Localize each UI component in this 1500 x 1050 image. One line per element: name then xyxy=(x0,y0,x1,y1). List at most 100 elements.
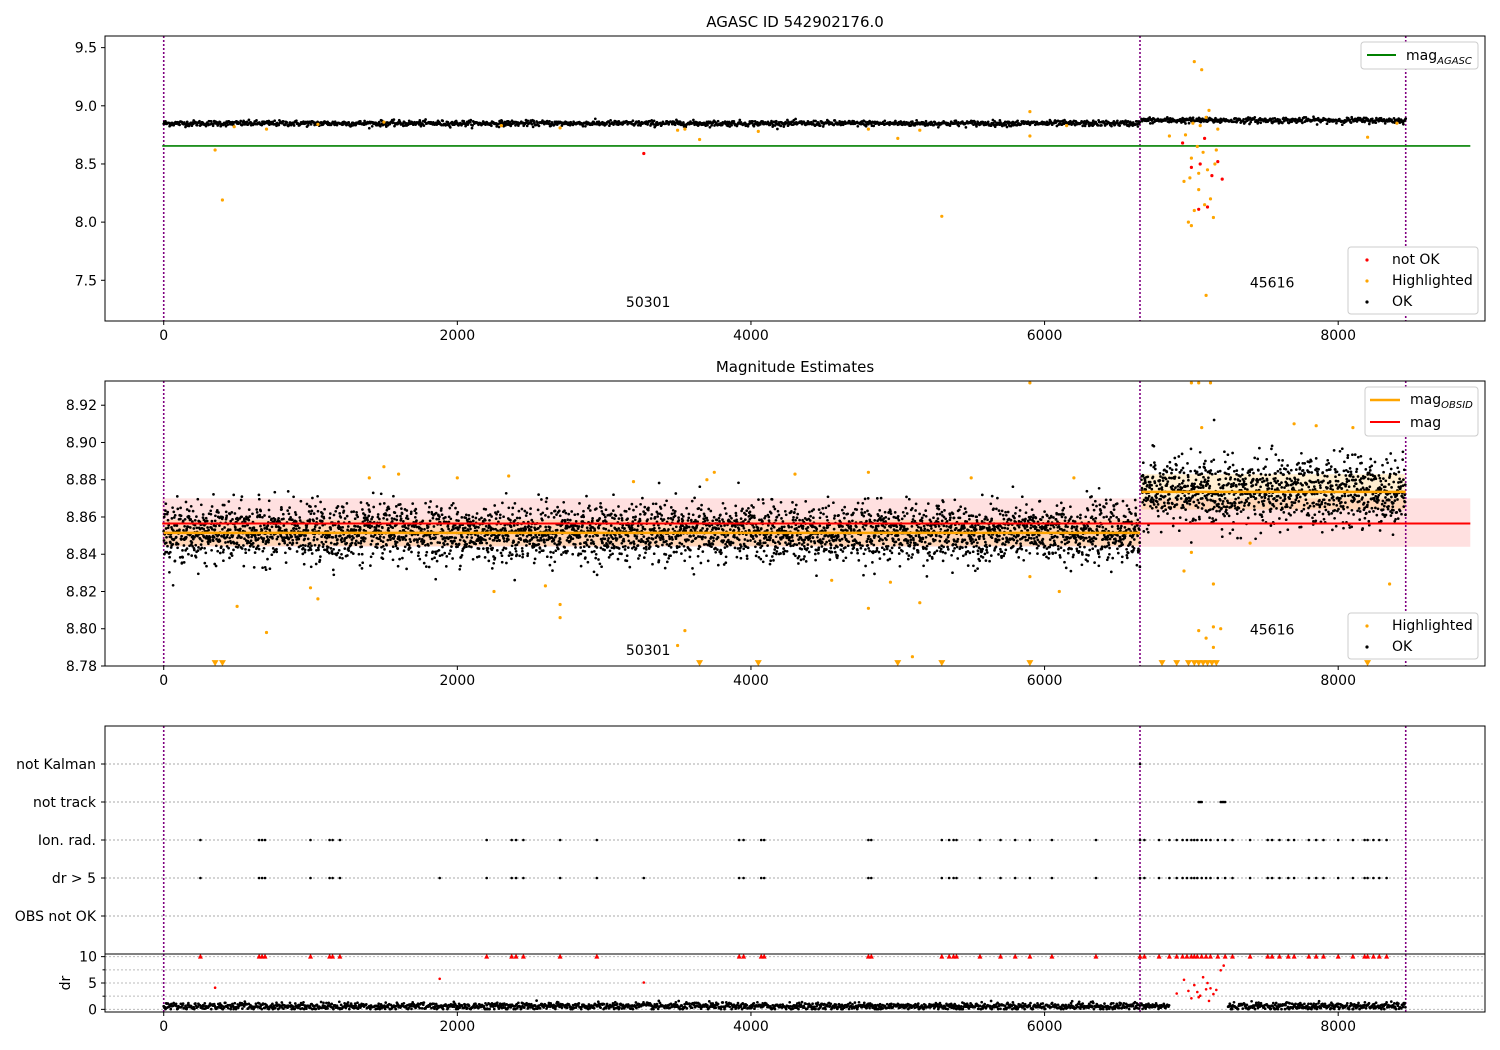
data-point xyxy=(1090,121,1094,125)
data-point xyxy=(555,513,558,516)
data-point xyxy=(531,125,535,129)
data-point xyxy=(424,118,427,121)
data-point xyxy=(230,551,233,555)
data-point xyxy=(345,541,349,545)
data-point xyxy=(381,557,385,561)
data-point xyxy=(523,509,527,513)
data-point xyxy=(483,518,487,522)
data-point xyxy=(520,547,524,550)
data-point xyxy=(170,517,174,520)
data-point xyxy=(370,524,374,528)
data-point xyxy=(369,555,373,559)
data-point xyxy=(577,552,581,556)
data-point xyxy=(413,525,416,529)
data-point xyxy=(449,517,453,521)
data-point xyxy=(521,555,524,559)
data-point xyxy=(706,518,709,522)
data-point xyxy=(1242,117,1245,121)
data-point xyxy=(302,562,306,566)
data-point xyxy=(293,511,297,514)
data-point xyxy=(205,519,209,523)
data-point xyxy=(1191,116,1195,120)
data-point xyxy=(397,535,401,538)
data-point xyxy=(794,518,797,522)
data-point xyxy=(423,527,426,531)
data-point xyxy=(646,518,649,521)
data-point xyxy=(313,525,317,529)
data-point xyxy=(656,533,659,537)
data-point xyxy=(624,510,628,513)
not-ok-point xyxy=(642,151,646,156)
data-point xyxy=(785,549,789,553)
data-point xyxy=(665,560,669,564)
data-point xyxy=(671,527,675,531)
data-point xyxy=(708,524,711,528)
data-point xyxy=(483,534,487,538)
data-point xyxy=(634,505,638,509)
data-point xyxy=(282,524,286,527)
data-point xyxy=(545,507,549,510)
data-point xyxy=(780,517,783,520)
data-point xyxy=(171,506,174,510)
data-point xyxy=(248,526,252,530)
data-point xyxy=(336,551,340,555)
data-point xyxy=(754,554,758,558)
data-point xyxy=(328,533,331,537)
data-point xyxy=(792,516,795,519)
data-point xyxy=(620,541,624,545)
data-point xyxy=(536,508,540,512)
data-point xyxy=(1187,121,1191,125)
data-point xyxy=(331,568,335,572)
data-point xyxy=(378,537,381,541)
data-point xyxy=(612,544,616,548)
data-point xyxy=(731,524,735,527)
data-point xyxy=(354,543,358,547)
data-point xyxy=(510,544,514,548)
data-point xyxy=(770,555,774,558)
data-point xyxy=(180,561,184,565)
data-point xyxy=(271,547,275,550)
data-point xyxy=(686,519,690,522)
data-point xyxy=(443,543,446,547)
data-point xyxy=(541,511,545,515)
data-point xyxy=(532,545,536,549)
data-point xyxy=(351,552,355,555)
data-point xyxy=(484,538,487,542)
data-point xyxy=(471,124,474,127)
data-point xyxy=(294,513,298,516)
data-point xyxy=(808,519,812,522)
data-point xyxy=(526,119,530,123)
data-point xyxy=(495,549,499,552)
data-point xyxy=(751,534,755,538)
data-point xyxy=(275,537,279,541)
data-point xyxy=(469,118,473,122)
data-point xyxy=(336,538,339,541)
data-point xyxy=(184,500,188,504)
data-point xyxy=(716,548,719,551)
data-point xyxy=(457,542,461,546)
data-point xyxy=(295,550,299,553)
data-point xyxy=(649,541,652,544)
data-point xyxy=(739,556,743,560)
not-ok-point xyxy=(1216,160,1220,164)
data-point xyxy=(1100,124,1103,127)
data-point xyxy=(807,550,811,554)
data-point xyxy=(762,501,765,505)
data-point xyxy=(519,538,523,541)
data-point xyxy=(241,524,245,528)
data-point xyxy=(192,527,196,530)
data-point xyxy=(195,526,199,530)
data-point xyxy=(450,545,453,548)
data-point xyxy=(621,523,625,527)
data-point xyxy=(191,520,194,523)
highlighted-point xyxy=(1195,144,1199,149)
data-point xyxy=(347,546,350,550)
data-point xyxy=(277,123,281,127)
data-point xyxy=(363,537,367,540)
highlighted-point xyxy=(698,137,702,142)
data-point xyxy=(745,557,749,560)
data-point xyxy=(312,512,316,515)
data-point xyxy=(185,527,189,531)
data-point xyxy=(924,119,928,123)
data-point xyxy=(359,501,363,504)
